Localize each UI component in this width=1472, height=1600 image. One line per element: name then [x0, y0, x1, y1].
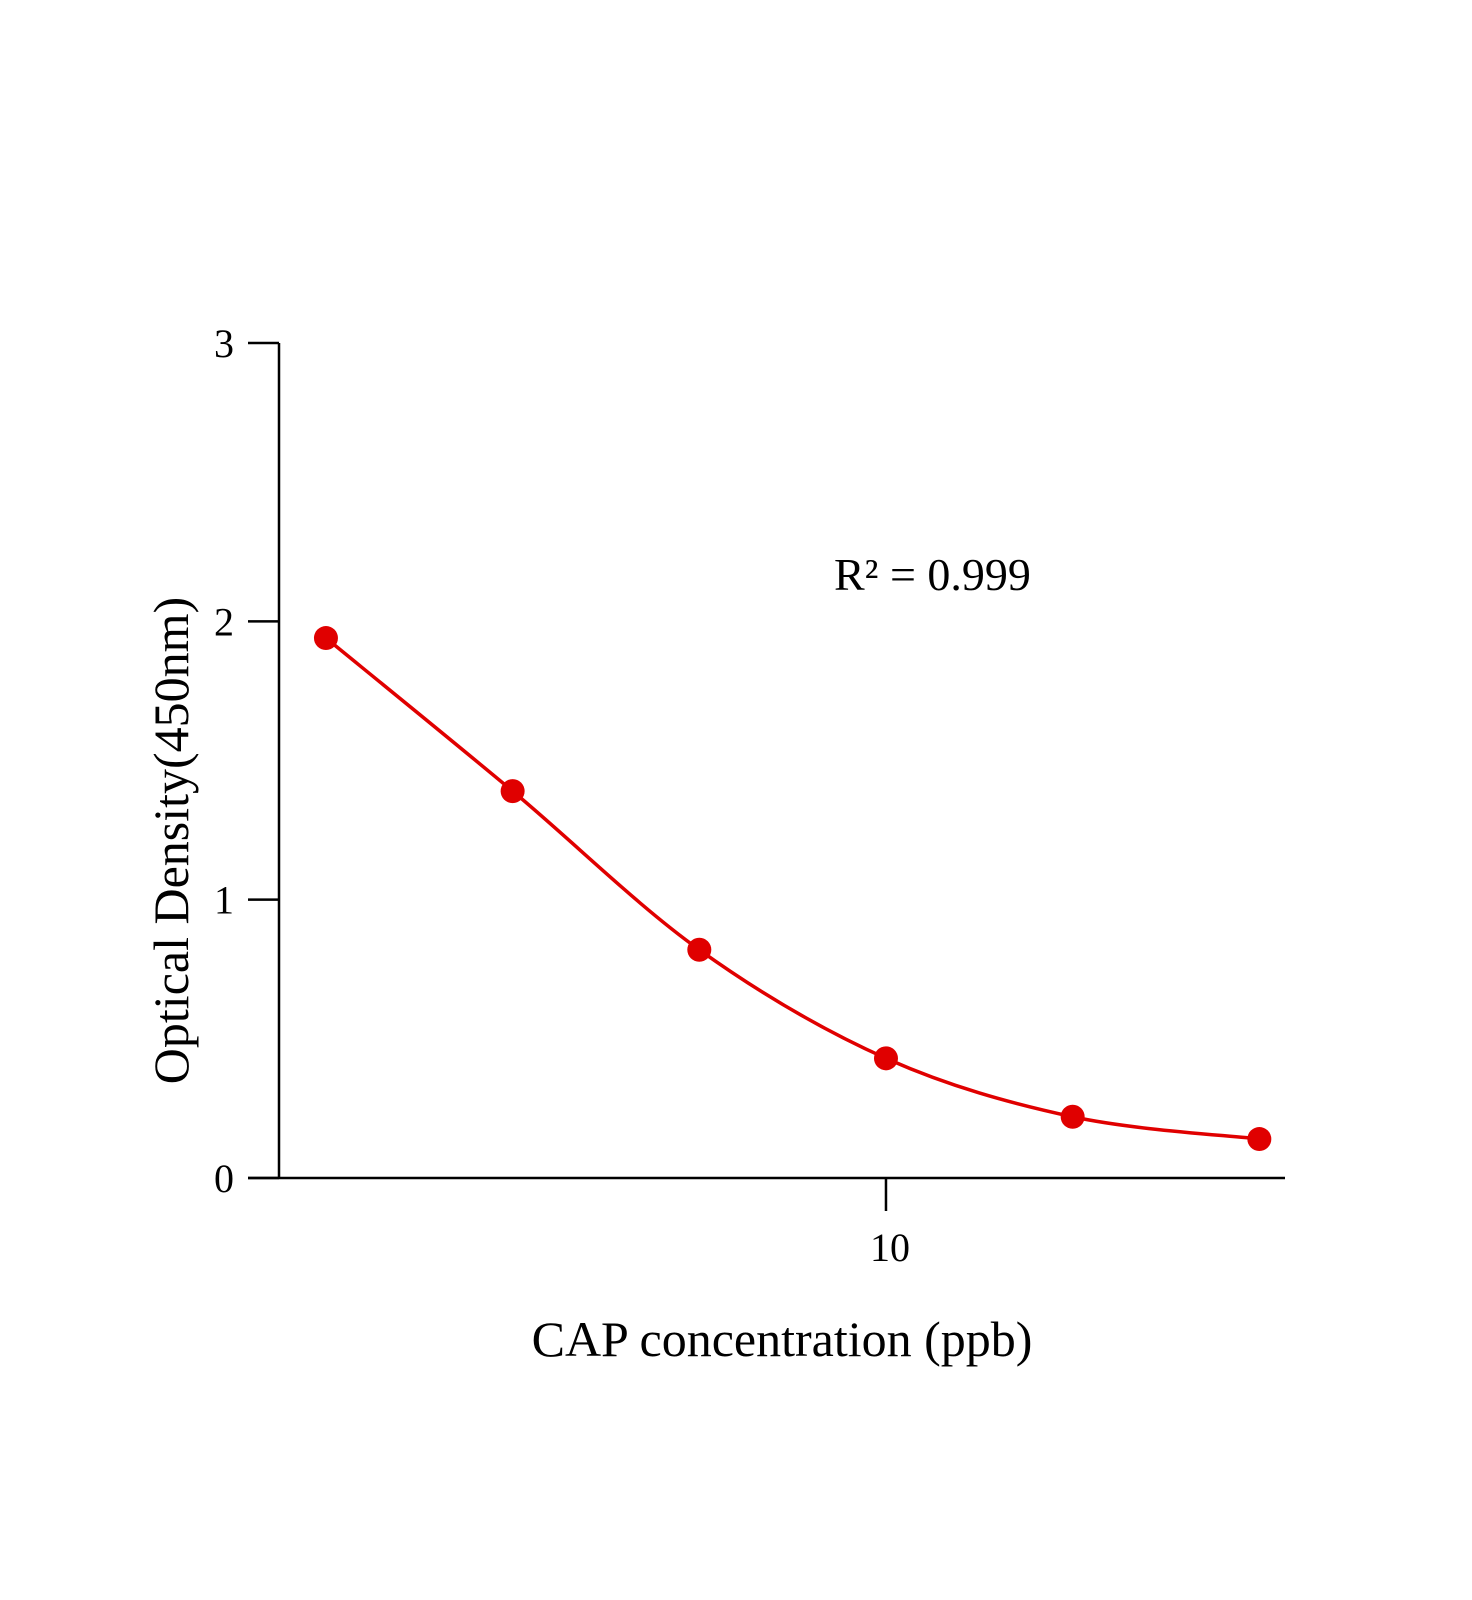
y-axis-label: Optical Density(450nm): [143, 597, 199, 1084]
data-point: [313, 626, 338, 651]
data-point: [687, 937, 712, 962]
data-points-layer: [313, 626, 1272, 1152]
data-point: [1060, 1104, 1085, 1129]
r-squared-annotation: R² = 0.999: [834, 549, 1031, 600]
axes: 0 1 2 3 10: [214, 321, 1285, 1270]
y-tick-label: 3: [214, 321, 234, 366]
y-tick-label: 1: [214, 878, 234, 923]
data-point: [1247, 1127, 1272, 1152]
fit-curve-layer: [324, 636, 1260, 1141]
x-tick-label: 10: [870, 1225, 910, 1270]
y-tick-label: 2: [214, 599, 234, 644]
y-tick-label: 0: [214, 1156, 234, 1201]
x-axis-label: CAP concentration (ppb): [532, 1311, 1033, 1367]
data-point: [873, 1046, 898, 1071]
data-point: [500, 779, 525, 804]
fit-curve: [324, 636, 1260, 1141]
